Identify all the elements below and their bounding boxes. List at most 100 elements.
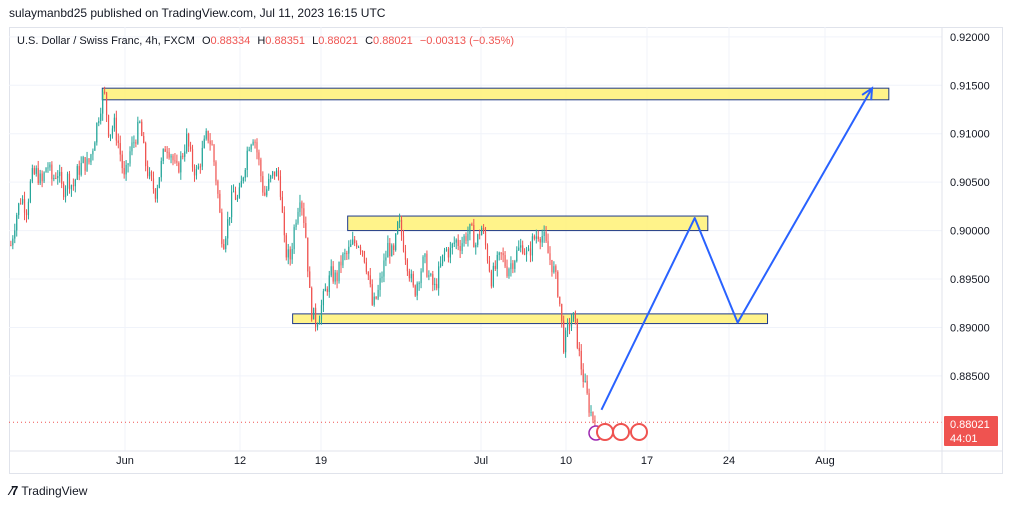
candle-body: [188, 133, 190, 147]
candle-body: [395, 233, 397, 251]
candle-body: [27, 201, 30, 216]
candle-body: [588, 393, 590, 413]
tradingview-logo-icon: ⁄7: [10, 483, 18, 498]
candle-body: [514, 261, 516, 269]
candle-body: [404, 251, 407, 260]
candle-body: [63, 183, 65, 198]
candle-body: [576, 318, 578, 348]
candle-body: [313, 307, 315, 320]
candle-body: [533, 236, 535, 239]
candle-body: [584, 380, 586, 382]
candle-body: [481, 227, 483, 236]
candle-body: [344, 253, 346, 255]
us-flag-event-icon[interactable]: [612, 423, 630, 441]
candle-body: [225, 238, 227, 250]
candle-body: [174, 160, 176, 162]
candle-body: [479, 234, 481, 236]
price-tick-label: 0.91500: [950, 80, 990, 92]
candle-body: [86, 158, 88, 171]
candle-body: [82, 157, 84, 164]
candle-body: [238, 187, 241, 198]
lower-zone[interactable]: [292, 313, 769, 325]
candle-body: [191, 149, 194, 168]
candle-body: [510, 263, 512, 270]
candle-body: [494, 265, 496, 269]
candle-body: [416, 283, 418, 296]
candle-body: [21, 198, 24, 204]
candle-body: [445, 249, 448, 251]
candle-body: [518, 247, 520, 251]
candle-body: [277, 170, 280, 177]
chart-frame[interactable]: [9, 27, 1003, 474]
us-flag-event-icon[interactable]: [630, 423, 648, 441]
candle-body: [490, 271, 492, 287]
candle-body: [244, 169, 246, 178]
candle-body: [215, 162, 217, 182]
candle-body: [23, 198, 26, 213]
candle-body: [449, 247, 451, 258]
price-tick-label: 0.88500: [950, 371, 990, 383]
candle-body: [117, 140, 119, 144]
candle-body: [551, 259, 553, 273]
candle-body: [469, 223, 471, 234]
candle-body: [213, 145, 215, 163]
candle-body: [223, 244, 225, 250]
price-tick-label: 0.89500: [950, 274, 990, 286]
candle-body: [350, 244, 352, 247]
candle-body: [594, 419, 596, 423]
footer-brand[interactable]: ⁄7 TradingView: [10, 483, 87, 498]
candle-body: [178, 162, 180, 173]
high-label: H: [257, 35, 266, 47]
candle-body: [279, 176, 282, 197]
candle-body: [59, 171, 61, 177]
middle-zone[interactable]: [347, 215, 709, 232]
candle-body: [293, 227, 295, 250]
candle-body: [158, 177, 160, 188]
candle-body: [361, 251, 364, 253]
candle-body: [55, 178, 57, 180]
candle-body: [582, 369, 584, 382]
candle-body: [363, 251, 366, 263]
candle-body: [164, 149, 166, 152]
candle-body: [33, 168, 35, 174]
candle-body: [119, 143, 121, 155]
candle-body: [406, 259, 409, 272]
symbol-name[interactable]: U.S. Dollar / Swiss Franc, 4h, FXCM: [17, 35, 195, 47]
candle-body: [387, 242, 389, 258]
candle-body: [338, 261, 340, 282]
candle-body: [123, 168, 125, 175]
candle-body: [193, 167, 196, 176]
candle-body: [375, 296, 377, 299]
upper-zone[interactable]: [101, 87, 890, 101]
candle-body: [37, 168, 39, 184]
candle-body: [365, 262, 367, 272]
price-axis: 0.88500 0.89000 0.89500 0.90000 0.90500 0.910…: [950, 32, 990, 383]
candle-body: [258, 152, 260, 160]
candle-body: [371, 284, 373, 305]
candle-body: [66, 173, 69, 189]
candle-body: [334, 272, 336, 282]
candle-body: [303, 208, 305, 224]
candle-body: [357, 246, 360, 248]
candle-body: [420, 271, 422, 284]
candle-body: [320, 305, 323, 320]
candle-body: [580, 350, 582, 370]
candle-body: [586, 380, 588, 394]
candle-body: [566, 322, 569, 331]
candle-body: [61, 171, 63, 184]
ohlc-legend: U.S. Dollar / Swiss Franc, 4h, FXCM O0.8…: [17, 35, 514, 47]
projection-line[interactable]: [600, 87, 873, 411]
close-label: C: [365, 35, 374, 47]
candle-body: [422, 256, 424, 272]
time-tick-label: 10: [560, 455, 572, 467]
candle-body: [260, 159, 262, 177]
candle-body: [574, 312, 576, 319]
us-flag-event-icon[interactable]: [596, 423, 614, 441]
candle-body: [88, 158, 90, 163]
low-value: 0.88021: [318, 35, 358, 47]
candle-body: [451, 243, 453, 248]
candle-body: [354, 239, 356, 244]
candle-body: [98, 120, 100, 123]
candle-body: [498, 252, 500, 255]
